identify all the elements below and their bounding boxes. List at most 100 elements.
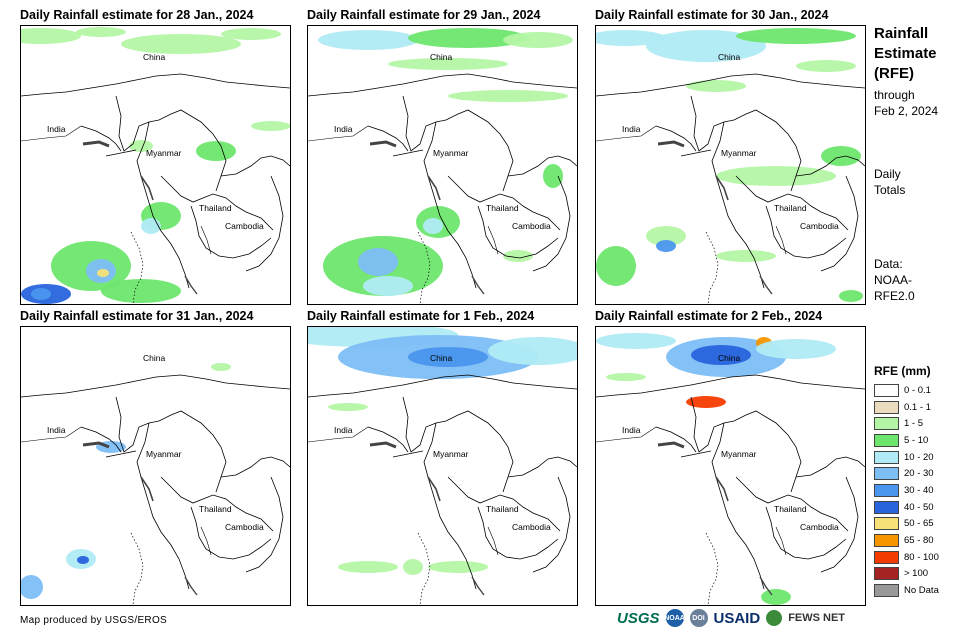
map-canvas[interactable]: China India Myanmar Thailand Cambodia: [21, 26, 290, 304]
map-canvas[interactable]: China India Myanmar Thailand Cambodia: [596, 327, 865, 605]
legend-label: 65 - 80: [904, 535, 934, 547]
through-date: through Feb 2, 2024: [874, 87, 938, 119]
legend-swatch: [874, 450, 899, 464]
legend-label: 80 - 100: [904, 551, 939, 563]
label-myanmar: Myanmar: [146, 148, 182, 158]
country-borders: [596, 374, 865, 605]
rainfall-layer: [596, 28, 863, 302]
rainfall-map[interactable]: China India Myanmar Thailand Cambodia: [595, 25, 866, 305]
legend-item: No Data: [874, 582, 939, 599]
map-credit: Map produced by USGS/EROS: [20, 615, 168, 626]
legend-swatch: [874, 534, 899, 548]
label-myanmar: Myanmar: [433, 148, 469, 158]
legend-label: 40 - 50: [904, 501, 934, 513]
label-india: India: [334, 425, 353, 435]
label-myanmar: Myanmar: [433, 449, 469, 459]
data-label: RFE2.0: [874, 289, 915, 303]
rainfall-map[interactable]: China India Myanmar Thailand Cambodia: [20, 326, 291, 606]
title-line: Rainfall: [874, 25, 929, 42]
label-china: China: [143, 353, 165, 363]
panel-title: Daily Rainfall estimate for 31 Jan., 202…: [20, 309, 254, 323]
map-panel-30-jan: Daily Rainfall estimate for 30 Jan., 202…: [595, 8, 866, 308]
map-canvas[interactable]: China India Myanmar Thailand Cambodia: [596, 26, 865, 304]
rainfall-layer: [596, 333, 836, 605]
legend-swatch: [874, 550, 899, 564]
legend-swatch: [874, 483, 899, 497]
country-borders: [21, 73, 290, 304]
fews-net-logo[interactable]: FEWS NET: [788, 612, 846, 624]
country-borders: [308, 374, 577, 605]
map-panel-2-feb: Daily Rainfall estimate for 2 Feb., 2024…: [595, 309, 866, 609]
usgs-logo[interactable]: USGS: [617, 609, 660, 627]
legend-item: 80 - 100: [874, 549, 939, 566]
label-china: China: [143, 52, 165, 62]
map-panel-31-jan: Daily Rainfall estimate for 31 Jan., 202…: [20, 309, 291, 609]
legend-item: 40 - 50: [874, 499, 939, 516]
place-labels: China India Myanmar Thailand Cambodia: [622, 353, 839, 532]
legend-label: 30 - 40: [904, 484, 934, 496]
legend-item: 5 - 10: [874, 432, 939, 449]
rfe-legend: RFE (mm) 0 - 0.1 0.1 - 1 1 - 5 5 - 10 10 - 2…: [874, 364, 939, 599]
label-china: China: [718, 52, 740, 62]
legend-item: 65 - 80: [874, 532, 939, 549]
place-labels: China India Myanmar Thailand Cambodia: [47, 353, 264, 532]
legend-swatch: [874, 433, 899, 447]
panel-title: Daily Rainfall estimate for 30 Jan., 202…: [595, 8, 829, 22]
place-labels: China India Myanmar Thailand Cambodia: [622, 52, 839, 231]
legend-item: 50 - 65: [874, 516, 939, 533]
legend-swatch: [874, 417, 899, 431]
panel-title: Daily Rainfall estimate for 29 Jan., 202…: [307, 8, 541, 22]
label-thailand: Thailand: [486, 504, 519, 514]
legend-swatch: [874, 383, 899, 397]
totals-label: Totals: [874, 183, 906, 197]
daily-label: Daily: [874, 167, 901, 181]
daily-totals: Daily Totals: [874, 166, 905, 198]
fews-globe-icon: [766, 610, 783, 626]
legend-label: > 100: [904, 568, 929, 580]
place-labels: China India Myanmar Thailand Cambodia: [47, 52, 264, 231]
label-china: China: [430, 52, 452, 62]
label-thailand: Thailand: [199, 504, 232, 514]
rainfall-map[interactable]: China India Myanmar Thailand Cambodia: [595, 326, 866, 606]
legend-label: 50 - 65: [904, 518, 934, 530]
label-cambodia: Cambodia: [225, 221, 264, 231]
label-india: India: [47, 425, 66, 435]
label-india: India: [622, 124, 641, 134]
map-canvas[interactable]: China India Myanmar Thailand Cambodia: [308, 26, 577, 304]
legend-item: > 100: [874, 566, 939, 583]
label-myanmar: Myanmar: [721, 449, 757, 459]
legend-swatch: [874, 517, 899, 531]
label-myanmar: Myanmar: [721, 148, 757, 158]
panel-title: Daily Rainfall estimate for 28 Jan., 202…: [20, 8, 254, 22]
rainfall-map[interactable]: China India Myanmar Thailand Cambodia: [20, 25, 291, 305]
noaa-logo[interactable]: NOAA: [664, 609, 685, 627]
legend-item: 0 - 0.1: [874, 382, 939, 399]
legend-item: 0.1 - 1: [874, 399, 939, 416]
label-india: India: [334, 124, 353, 134]
country-borders: [21, 374, 290, 605]
map-panel-1-feb: Daily Rainfall estimate for 1 Feb., 2024…: [307, 309, 578, 609]
label-india: India: [47, 124, 66, 134]
legend-main-title: Rainfall Estimate (RFE): [874, 24, 937, 84]
title-line: Estimate: [874, 45, 937, 62]
rainfall-map[interactable]: China India Myanmar Thailand Cambodia: [307, 25, 578, 305]
label-china: China: [430, 353, 452, 363]
map-canvas[interactable]: China India Myanmar Thailand Cambodia: [21, 327, 290, 605]
map-canvas[interactable]: China India Myanmar Thailand Cambodia: [308, 327, 577, 605]
legend-label: 0.1 - 1: [904, 401, 931, 413]
label-cambodia: Cambodia: [800, 221, 839, 231]
panel-title: Daily Rainfall estimate for 1 Feb., 2024: [307, 309, 535, 323]
label-thailand: Thailand: [774, 504, 807, 514]
legend-swatch: [874, 500, 899, 514]
doi-logo[interactable]: DOI: [689, 609, 708, 627]
usaid-logo[interactable]: USAID: [713, 609, 761, 627]
data-label: Data:: [874, 257, 903, 271]
label-myanmar: Myanmar: [146, 449, 182, 459]
legend-swatch: [874, 400, 899, 414]
map-panel-29-jan: Daily Rainfall estimate for 29 Jan., 202…: [307, 8, 578, 308]
legend-label: 1 - 5: [904, 418, 924, 430]
rainfall-map[interactable]: China India Myanmar Thailand Cambodia: [307, 326, 578, 606]
label-cambodia: Cambodia: [800, 522, 839, 532]
label-cambodia: Cambodia: [225, 522, 264, 532]
legend-swatch: [874, 584, 899, 598]
